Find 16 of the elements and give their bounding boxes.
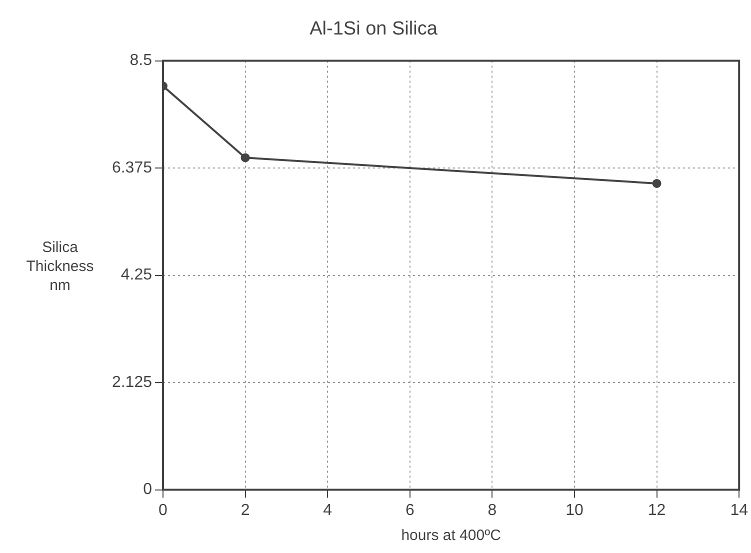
x-tick-label: 14 xyxy=(730,502,748,519)
x-tick-label: 6 xyxy=(405,502,414,519)
x-tick-label: 4 xyxy=(323,502,332,519)
x-axis-title: hours at 400ºC xyxy=(401,527,502,544)
y-axis-title: Silica Thickness nm xyxy=(26,238,94,294)
y-tick-label: 2.125 xyxy=(112,374,152,391)
x-tick-label: 10 xyxy=(566,502,584,519)
x-tick-label: 2 xyxy=(240,502,250,519)
y-tick-label: 8.5 xyxy=(130,52,152,70)
chart-title: Al-1Si on Silica xyxy=(310,18,438,40)
x-tick-label: 0 xyxy=(158,502,168,519)
y-tick-label: 6.375 xyxy=(112,159,152,176)
y-tick-label: 4.25 xyxy=(120,266,152,284)
y-tick-label: 0 xyxy=(143,481,152,498)
x-tick-label: 8 xyxy=(488,502,497,519)
x-tick-label: 12 xyxy=(648,502,666,519)
